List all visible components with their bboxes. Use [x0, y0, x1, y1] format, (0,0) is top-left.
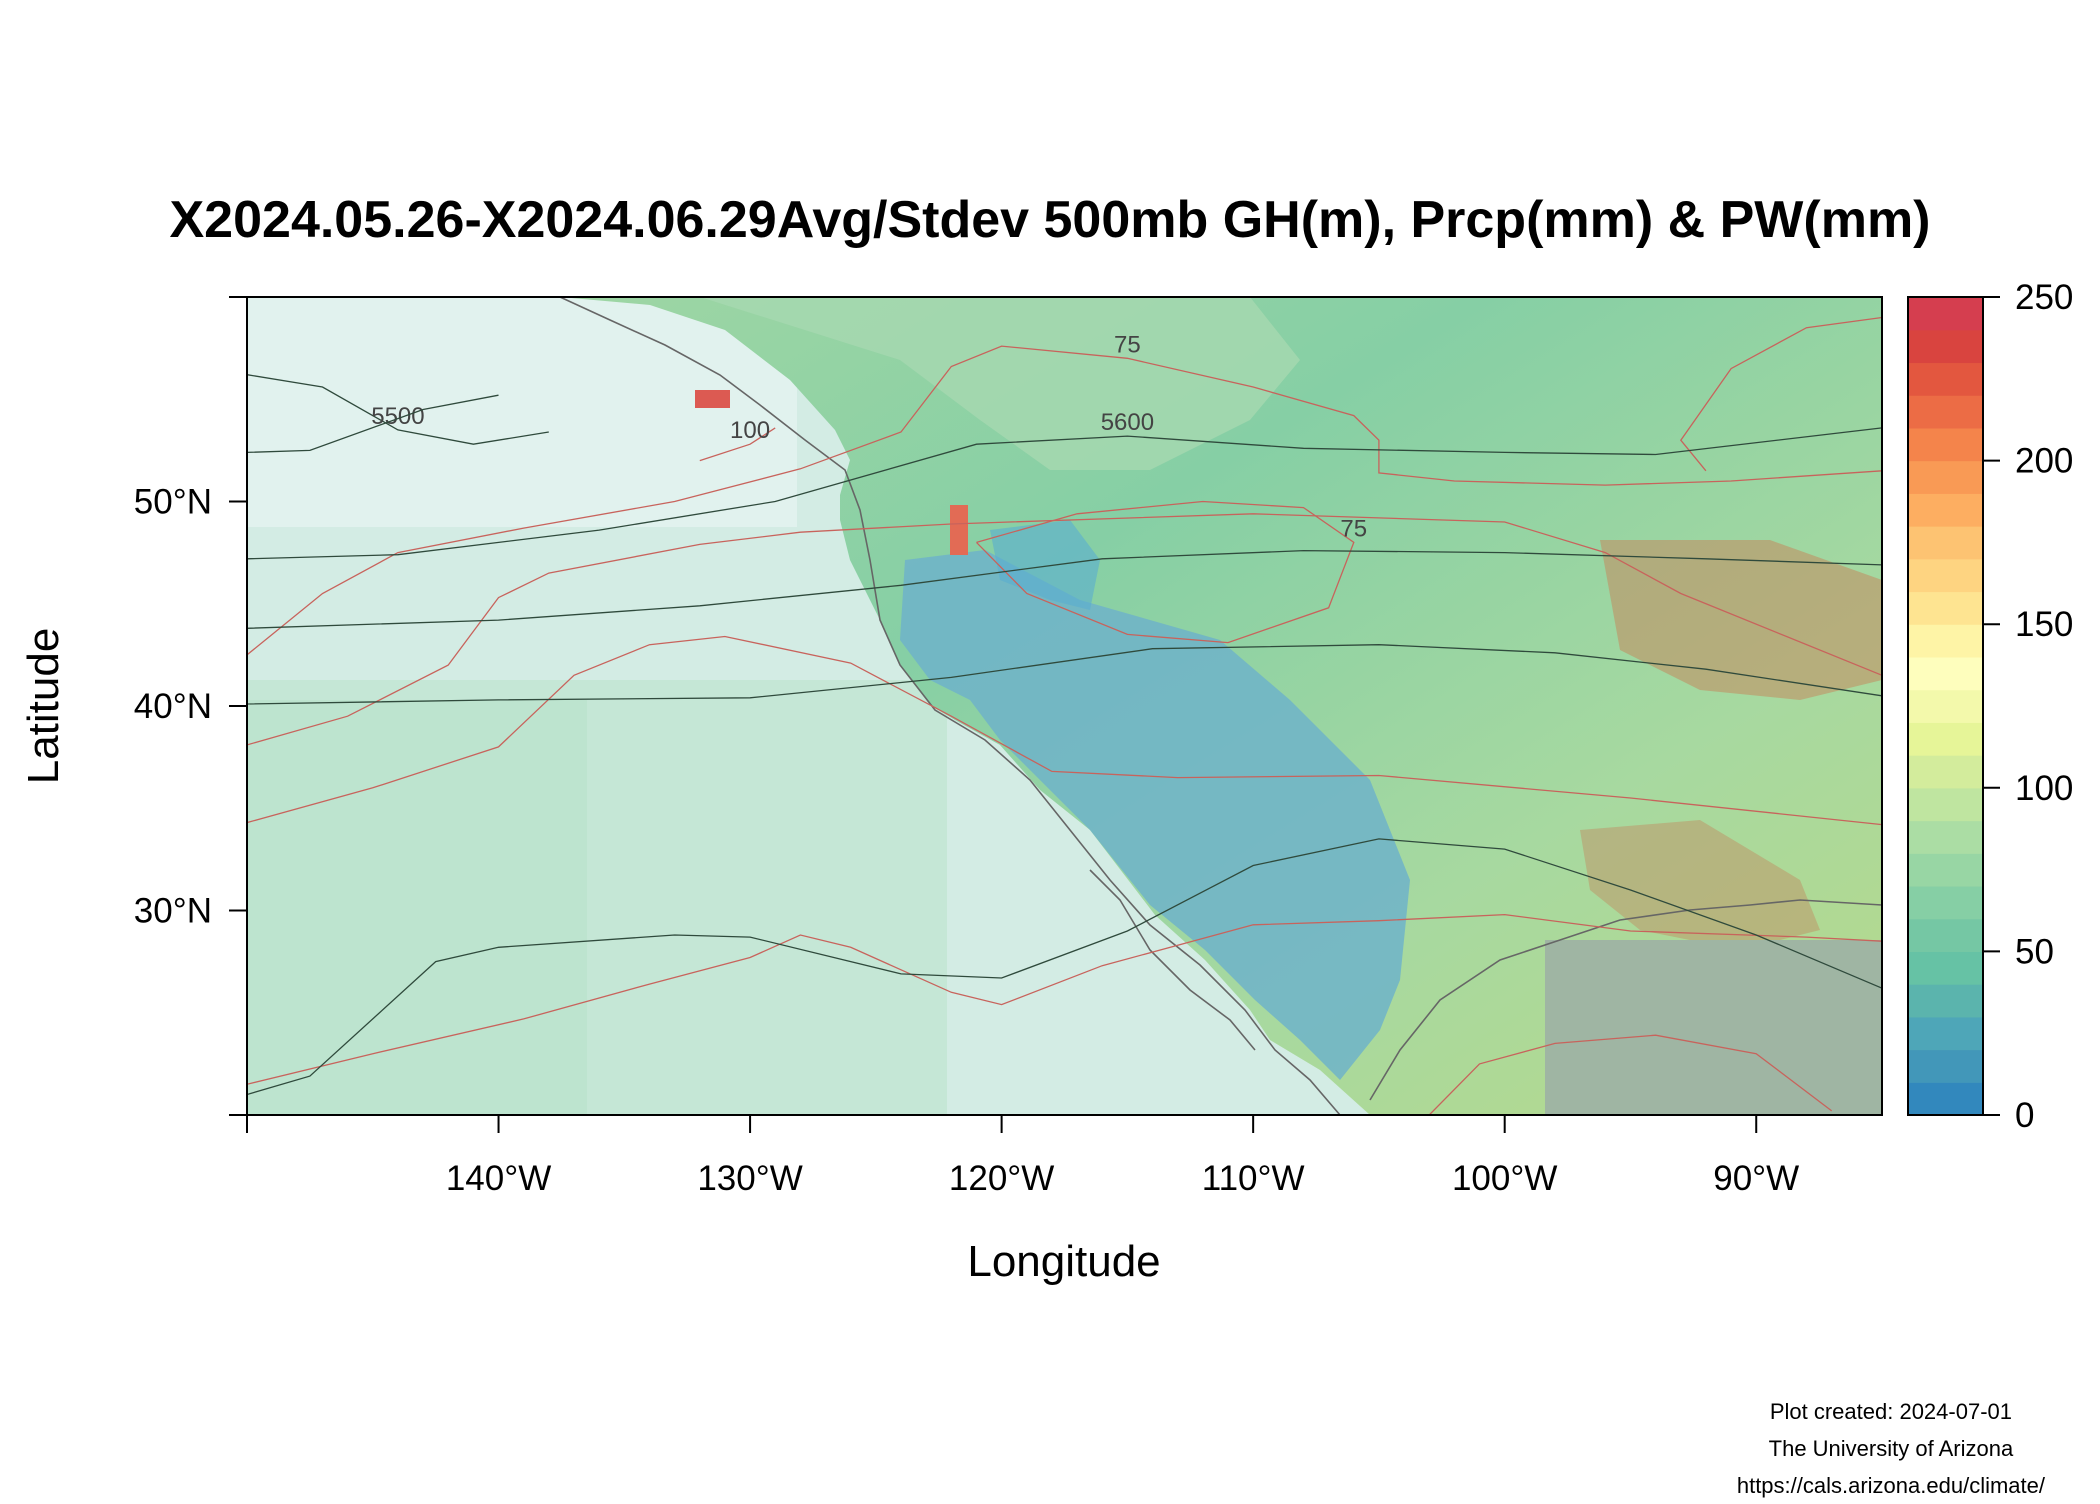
gh-contour: [247, 838, 1882, 1096]
y-tick-label: 30°N: [134, 892, 212, 931]
pnw-blue-shading: [990, 520, 1100, 610]
colorbar-swatch: [1908, 493, 1983, 527]
gh-contour: [247, 549, 1882, 629]
colorbar-swatch: [1908, 395, 1983, 429]
midwest-wet-shading: [1600, 540, 1882, 700]
credit-url[interactable]: https://cals.arizona.edu/climate/: [1736, 1473, 2045, 1498]
x-tick-label: 110°W: [1202, 1159, 1305, 1198]
gh-contour: [247, 374, 549, 445]
colorbar-swatch: [1908, 427, 1983, 462]
colorbar-swatch: [1908, 1082, 1983, 1116]
wa-wet-cell: [950, 505, 968, 555]
gh-contours: 5500 5600: [247, 374, 1882, 1096]
y-axis: 30°N 40°N 50°N: [134, 296, 247, 1116]
precip-shading: [247, 297, 1882, 1115]
y-axis-label: Latitude: [19, 628, 68, 785]
pw-contour: [247, 345, 1882, 656]
pw-contour-label: 100: [730, 417, 770, 444]
y-tick-label: 50°N: [134, 483, 212, 522]
colorbar: [1908, 297, 1983, 1116]
colorbar-tick-label: 200: [2015, 442, 2073, 481]
gulf-coast: [1369, 899, 1882, 1101]
x-tick-label: 100°W: [1452, 1159, 1557, 1198]
colorbar-frame: [1907, 296, 1984, 1116]
colorbar-swatch: [1908, 918, 1983, 952]
colorbar-swatch: [1908, 1049, 1983, 1083]
northwest-canada-shading: [700, 297, 1300, 470]
gh-contour: [247, 427, 1882, 560]
x-axis-label: Longitude: [967, 1237, 1160, 1286]
coastline: [559, 297, 1341, 1115]
pw-contour: [247, 913, 1882, 1085]
colorbar-ticks: 0 50 100 150 200 250: [1983, 278, 2073, 1135]
pw-contour: [1428, 1034, 1833, 1115]
colorbar-swatch: [1908, 984, 1983, 1018]
colorbar-swatch: [1908, 885, 1983, 920]
dry-southwest-shading: [900, 550, 1410, 1080]
x-tick-label: 90°W: [1713, 1159, 1799, 1198]
pw-contour-label: 75: [1340, 515, 1367, 542]
pw-contour: [699, 427, 776, 462]
colorbar-swatch: [1908, 624, 1983, 658]
pw-contours: 100 75 75: [247, 316, 1882, 1115]
ocean-band-southwest: [247, 700, 587, 1115]
colorbar-swatch: [1908, 755, 1983, 789]
plot-title: X2024.05.26-X2024.06.29Avg/Stdev 500mb G…: [169, 191, 1931, 249]
colorbar-swatch: [1908, 656, 1983, 691]
colorbar-swatch: [1908, 853, 1983, 887]
colorbar-swatch: [1908, 526, 1983, 560]
colorbar-swatch: [1908, 951, 1983, 985]
colorbar-swatch: [1908, 297, 1983, 331]
colorbar-tick-label: 50: [2015, 932, 2054, 971]
colorbar-swatch: [1908, 329, 1983, 364]
pw-contour: [976, 500, 1355, 644]
colorbar-swatch: [1908, 558, 1983, 593]
bc-coast-wet-cell: [695, 390, 730, 408]
colorbar-swatch: [1908, 820, 1983, 854]
colorbar-swatch: [1908, 689, 1983, 723]
gulf-shading: [1545, 940, 1882, 1115]
colorbar-tick-label: 250: [2015, 278, 2073, 317]
colorbar-swatch: [1908, 460, 1983, 494]
gh-contour-label: 5600: [1101, 409, 1154, 436]
colorbar-swatch: [1908, 591, 1983, 625]
colorbar-swatch: [1908, 1016, 1983, 1051]
ocean-band-north: [247, 297, 797, 527]
credit-institution: The University of Arizona: [1768, 1436, 2014, 1461]
x-axis: 140°W 130°W 120°W 110°W 100°W 90°W: [246, 1115, 1799, 1198]
x-tick-label: 140°W: [446, 1159, 551, 1198]
pw-contour-label: 75: [1114, 331, 1141, 358]
credit-date: Plot created: 2024-07-01: [1769, 1399, 2012, 1424]
y-tick-label: 40°N: [134, 687, 212, 726]
pw-contour: [247, 513, 1882, 746]
colorbar-tick-label: 0: [2015, 1096, 2034, 1135]
gh-contour: [247, 394, 499, 454]
x-tick-label: 120°W: [949, 1159, 1054, 1198]
gh-contour: [247, 644, 1882, 705]
colorbar-swatch: [1908, 787, 1983, 822]
colorbar-swatch: [1908, 722, 1983, 756]
colorbar-tick-label: 150: [2015, 605, 2073, 644]
baja-coast: [1089, 869, 1256, 1051]
colorbar-swatch: [1908, 362, 1983, 396]
colorbar-tick-label: 100: [2015, 769, 2073, 808]
credits: Plot created: 2024-07-01 The University …: [1737, 1393, 2045, 1504]
pw-contour: [247, 635, 1882, 826]
x-tick-label: 130°W: [697, 1159, 802, 1198]
